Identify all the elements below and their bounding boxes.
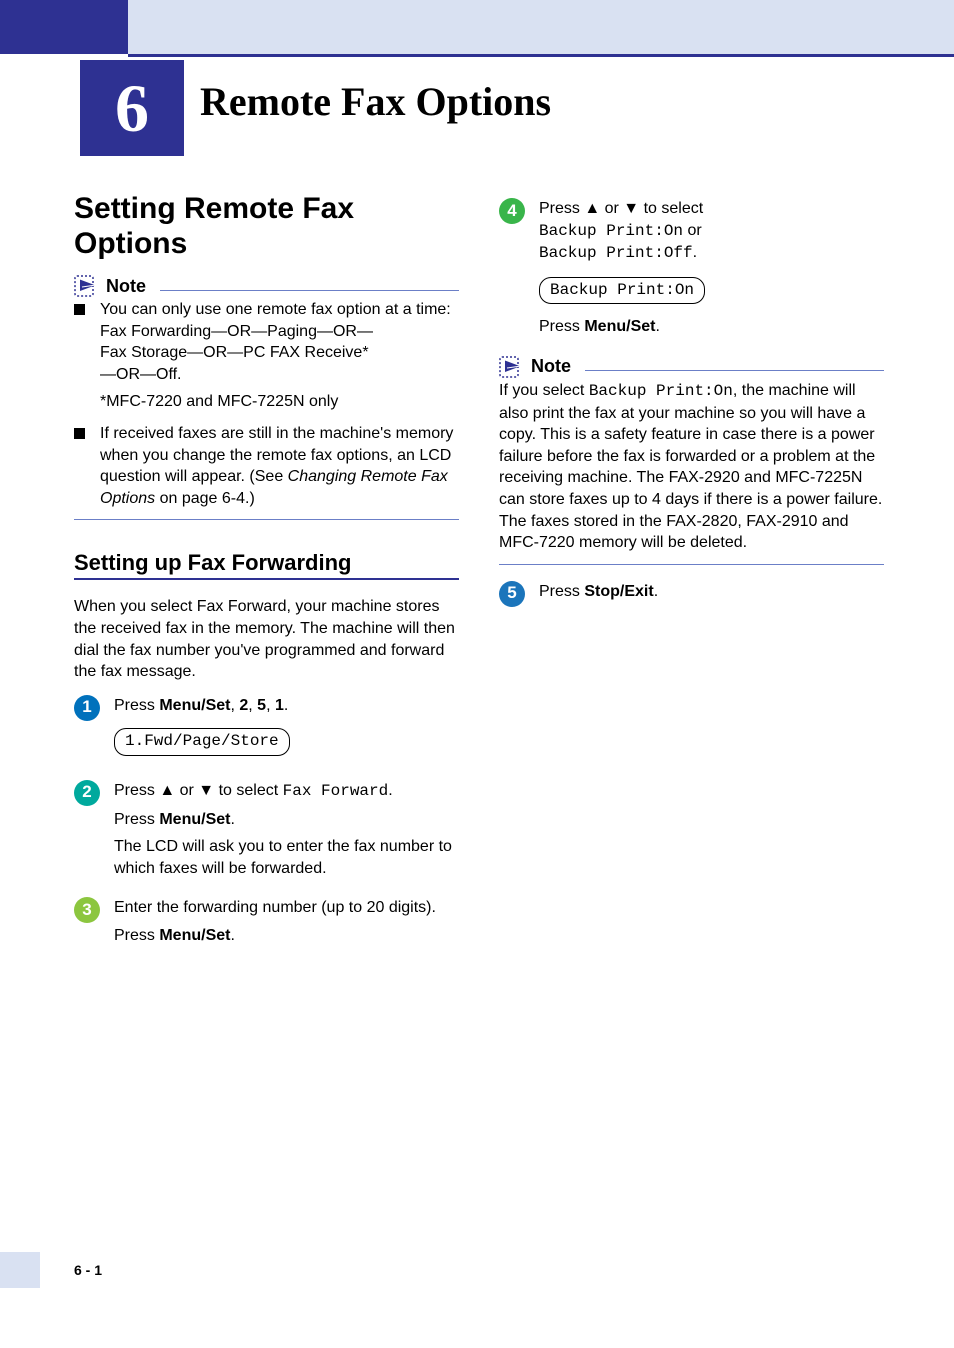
step-item: 3 Enter the forwarding number (up to 20 … <box>74 897 459 946</box>
note-label: Note <box>106 276 146 297</box>
sub-section-title: Setting up Fax Forwarding <box>74 550 459 576</box>
step-mono: Backup Print:On <box>539 222 683 240</box>
chapter-number: 6 <box>115 69 149 148</box>
note-end-rule <box>74 519 459 520</box>
step-number-badge: 5 <box>499 581 525 607</box>
note-label: Note <box>531 356 571 377</box>
note-item: You can only use one remote fax option a… <box>74 299 459 413</box>
note-line: Fax Storage—OR—PC FAX Receive* <box>100 344 369 361</box>
lcd-display: 1.Fwd/Page/Store <box>114 728 290 756</box>
note-rule <box>160 290 459 291</box>
step-item: 1 Press Menu/Set, 2, 5, 1. 1.Fwd/Page/St… <box>74 695 459 762</box>
step-mono: Backup Print:Off <box>539 244 693 262</box>
page-number: 6 - 1 <box>74 1262 102 1278</box>
intro-paragraph: When you select Fax Forward, your machin… <box>74 596 459 682</box>
step-text: Press ▲ or ▼ to select Fax Forward. <box>114 782 393 799</box>
step-number-badge: 4 <box>499 198 525 224</box>
header-bar <box>0 0 954 54</box>
note-header: Note <box>74 275 459 297</box>
chapter-number-box: 6 <box>80 60 184 156</box>
step-text: Enter the forwarding number (up to 20 di… <box>114 899 436 916</box>
left-column: Setting Remote Fax Options Note You can … <box>74 192 459 964</box>
note-footnote: *MFC-7220 and MFC-7225N only <box>100 393 338 410</box>
step-text: . <box>693 244 697 261</box>
content-columns: Setting Remote Fax Options Note You can … <box>74 192 884 964</box>
steps-list-continued2: 5 Press Stop/Exit. <box>499 581 884 603</box>
header-rule <box>128 54 954 57</box>
step-text: Press Menu/Set, 2, 5, 1. <box>114 697 288 714</box>
note-item: If received faxes are still in the machi… <box>74 423 459 509</box>
steps-list-continued: 4 Press ▲ or ▼ to select Backup Print:On… <box>499 198 884 338</box>
step-text: Press ▲ or ▼ to select <box>539 200 703 217</box>
section-title: Setting Remote Fax Options <box>74 192 459 261</box>
step-number-badge: 1 <box>74 695 100 721</box>
note-line: Fax Forwarding—OR—Paging—OR— <box>100 323 373 340</box>
note-icon <box>499 356 525 378</box>
note-item-lead: You can only use one remote fax option a… <box>100 301 451 318</box>
sub-rule <box>74 578 459 580</box>
step-text: Press Menu/Set. <box>114 927 235 944</box>
step-number-badge: 2 <box>74 780 100 806</box>
step-item: 4 Press ▲ or ▼ to select Backup Print:On… <box>499 198 884 338</box>
note-paragraph: If you select Backup Print:On, the machi… <box>499 380 884 554</box>
step-text: Press Menu/Set. <box>114 811 235 828</box>
note-list: You can only use one remote fax option a… <box>74 299 459 509</box>
step-text: or <box>683 222 702 239</box>
step-item: 5 Press Stop/Exit. <box>499 581 884 603</box>
note-header: Note <box>499 356 884 378</box>
page: 6 Remote Fax Options Setting Remote Fax … <box>0 0 954 1348</box>
note-item-tail: on page 6-4.) <box>155 490 255 507</box>
step-text: Press Stop/Exit. <box>539 583 658 600</box>
steps-list: 1 Press Menu/Set, 2, 5, 1. 1.Fwd/Page/St… <box>74 695 459 947</box>
page-num-accent <box>0 1252 40 1288</box>
step-number-badge: 3 <box>74 897 100 923</box>
note-icon <box>74 275 100 297</box>
note-end-rule <box>499 564 884 565</box>
chapter-title: Remote Fax Options <box>200 78 551 125</box>
note-rule <box>585 370 884 371</box>
step-item: 2 Press ▲ or ▼ to select Fax Forward. Pr… <box>74 780 459 879</box>
step-text: The LCD will ask you to enter the fax nu… <box>114 838 452 877</box>
step-text: Press Menu/Set. <box>539 318 660 335</box>
lcd-display: Backup Print:On <box>539 277 705 305</box>
note-line: —OR—Off. <box>100 366 182 383</box>
right-column: 4 Press ▲ or ▼ to select Backup Print:On… <box>499 192 884 964</box>
